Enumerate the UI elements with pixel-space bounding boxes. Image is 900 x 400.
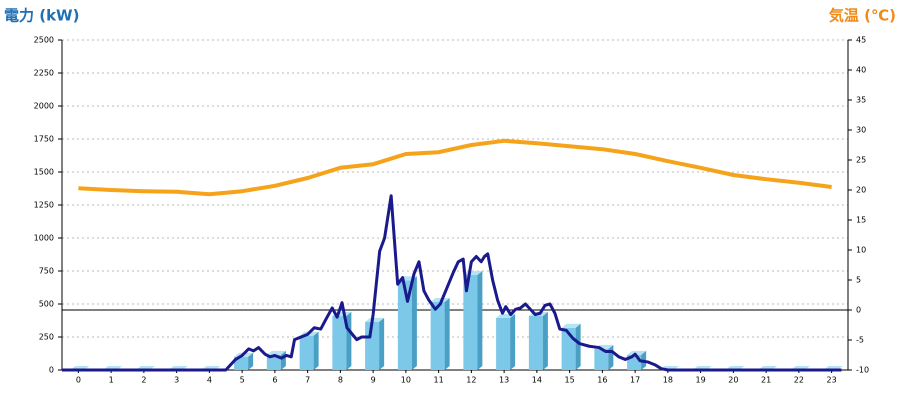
x-tick-label: 5 — [240, 376, 245, 385]
x-tick-label: 13 — [499, 376, 509, 385]
bar — [332, 311, 352, 370]
y2-tick-label: -10 — [856, 366, 869, 375]
bar — [496, 313, 516, 370]
bar-face — [332, 315, 347, 370]
x-tick-label: 8 — [338, 376, 343, 385]
x-tick-label: 11 — [434, 376, 444, 385]
y-tick-label: 2500 — [34, 36, 54, 45]
bar — [528, 311, 548, 370]
bar-face — [411, 276, 417, 370]
bar-face — [248, 352, 254, 370]
bar-face — [608, 344, 614, 370]
y2-tick-label: 25 — [856, 156, 866, 165]
bar-face — [365, 317, 385, 322]
y2-tick-label: 10 — [856, 246, 866, 255]
y2-tick-label: 20 — [856, 186, 866, 195]
bar-face — [444, 298, 450, 370]
y-tick-label: 250 — [39, 333, 54, 342]
y2-tick-label: 0 — [856, 306, 861, 315]
x-tick-label: 23 — [827, 376, 837, 385]
bar-face — [528, 315, 543, 370]
y2-tick-label: 35 — [856, 96, 866, 105]
x-tick-label: 16 — [597, 376, 607, 385]
y-tick-label: 1250 — [34, 201, 54, 210]
x-tick-label: 20 — [728, 376, 738, 385]
y2-tick-label: 30 — [856, 126, 866, 135]
bar-face — [266, 350, 286, 355]
y-tick-label: 500 — [39, 300, 54, 309]
bar-face — [477, 270, 483, 370]
bar-face — [313, 331, 319, 370]
line — [62, 194, 842, 372]
y2-tick-label: 45 — [856, 36, 866, 45]
x-tick-label: 2 — [141, 376, 146, 385]
x-tick-label: 1 — [109, 376, 114, 385]
y2-tick-label: 5 — [856, 276, 861, 285]
x-tick-label: 9 — [371, 376, 376, 385]
bar — [234, 352, 254, 370]
x-tick-label: 12 — [466, 376, 476, 385]
bar — [266, 350, 286, 370]
bar-face — [510, 313, 516, 370]
bar-face — [561, 323, 581, 328]
bar-face — [365, 321, 380, 370]
y2-tick-label: 40 — [856, 66, 866, 75]
x-tick-label: 21 — [761, 376, 771, 385]
x-tick-label: 18 — [663, 376, 673, 385]
bar-face — [575, 323, 581, 370]
y-tick-label: 1500 — [34, 168, 54, 177]
bar-face — [496, 317, 511, 370]
bar-face — [463, 274, 478, 370]
bar-face — [627, 350, 647, 355]
x-tick-label: 0 — [76, 376, 81, 385]
bar — [397, 276, 417, 370]
y-tick-label: 2250 — [34, 69, 54, 78]
bar-face — [346, 311, 352, 370]
x-tick-label: 7 — [305, 376, 310, 385]
y-tick-label: 750 — [39, 267, 54, 276]
bar — [365, 317, 385, 370]
y-tick-label: 1000 — [34, 234, 54, 243]
x-tick-label: 3 — [174, 376, 179, 385]
y-tick-label: 0 — [49, 366, 54, 375]
y-tick-label: 2000 — [34, 102, 54, 111]
x-tick-label: 17 — [630, 376, 640, 385]
bar-face — [542, 311, 548, 370]
x-tick-label: 4 — [207, 376, 212, 385]
bar-face — [379, 317, 385, 370]
y-axis-title: 電力 (kW) — [4, 7, 79, 25]
x-tick-label: 14 — [532, 376, 542, 385]
y-tick-label: 1750 — [34, 135, 54, 144]
x-tick-label: 6 — [272, 376, 277, 385]
line — [78, 138, 832, 197]
bar — [299, 331, 319, 370]
bar-face — [430, 302, 445, 370]
bar-face — [234, 356, 249, 370]
bar-face — [299, 335, 314, 370]
bar — [463, 270, 483, 370]
bar-face — [594, 348, 609, 370]
bar — [430, 298, 450, 370]
x-tick-label: 15 — [565, 376, 575, 385]
x-tick-label: 10 — [401, 376, 411, 385]
bar-face — [266, 354, 281, 370]
x-tick-label: 19 — [696, 376, 706, 385]
bar-face — [397, 280, 412, 370]
y2-axis-title: 気温 (℃) — [829, 7, 896, 25]
x-tick-label: 22 — [794, 376, 804, 385]
y2-tick-label: -5 — [856, 336, 864, 345]
y2-tick-label: 15 — [856, 216, 866, 225]
bar-face — [430, 298, 450, 303]
